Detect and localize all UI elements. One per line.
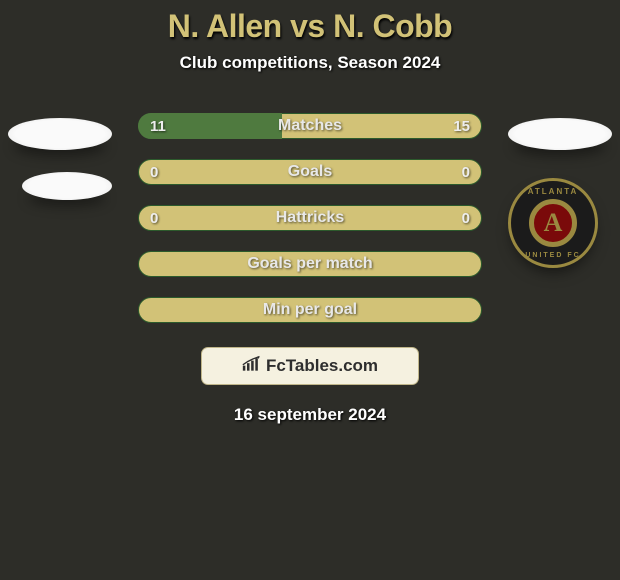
- site-name: FcTables.com: [266, 356, 378, 376]
- left-player-marks: [8, 118, 112, 200]
- page-title: N. Allen vs N. Cobb: [168, 8, 452, 45]
- crest-bottom-text: UNITED FC: [525, 252, 580, 259]
- stat-row: Goals per match: [138, 251, 482, 277]
- stats-panel: 11 15 Matches 0 0 Goals 0 0 Hattricks Goals per m…: [138, 113, 482, 323]
- ellipse-shape: [22, 172, 112, 200]
- stat-row: 0 0 Hattricks: [138, 205, 482, 231]
- club-crest: ATLANTA A UNITED FC: [508, 178, 598, 268]
- stat-value-left: 11: [150, 113, 166, 139]
- stat-value-right: 0: [462, 159, 470, 185]
- stat-value-right: 0: [462, 205, 470, 231]
- stat-value-left: 0: [150, 159, 158, 185]
- stat-value-right: 15: [453, 113, 470, 139]
- ellipse-shape: [508, 118, 612, 150]
- page-subtitle: Club competitions, Season 2024: [180, 53, 441, 73]
- crest-letter: A: [544, 208, 563, 238]
- stat-label: Goals per match: [247, 255, 372, 273]
- crest-inner: A: [529, 199, 577, 247]
- site-attribution[interactable]: FcTables.com: [201, 347, 419, 385]
- stat-row: 0 0 Goals: [138, 159, 482, 185]
- crest-top-text: ATLANTA: [528, 187, 579, 196]
- snapshot-date: 16 september 2024: [234, 405, 386, 425]
- bars-growth-icon: [242, 355, 262, 378]
- stat-value-left: 0: [150, 205, 158, 231]
- right-player-marks: [508, 118, 612, 150]
- stat-label: Matches: [278, 117, 342, 135]
- ellipse-shape: [8, 118, 112, 150]
- stat-row: 11 15 Matches: [138, 113, 482, 139]
- stat-label: Min per goal: [263, 301, 357, 319]
- stat-label: Goals: [288, 163, 332, 181]
- stat-row: Min per goal: [138, 297, 482, 323]
- stat-label: Hattricks: [276, 209, 344, 227]
